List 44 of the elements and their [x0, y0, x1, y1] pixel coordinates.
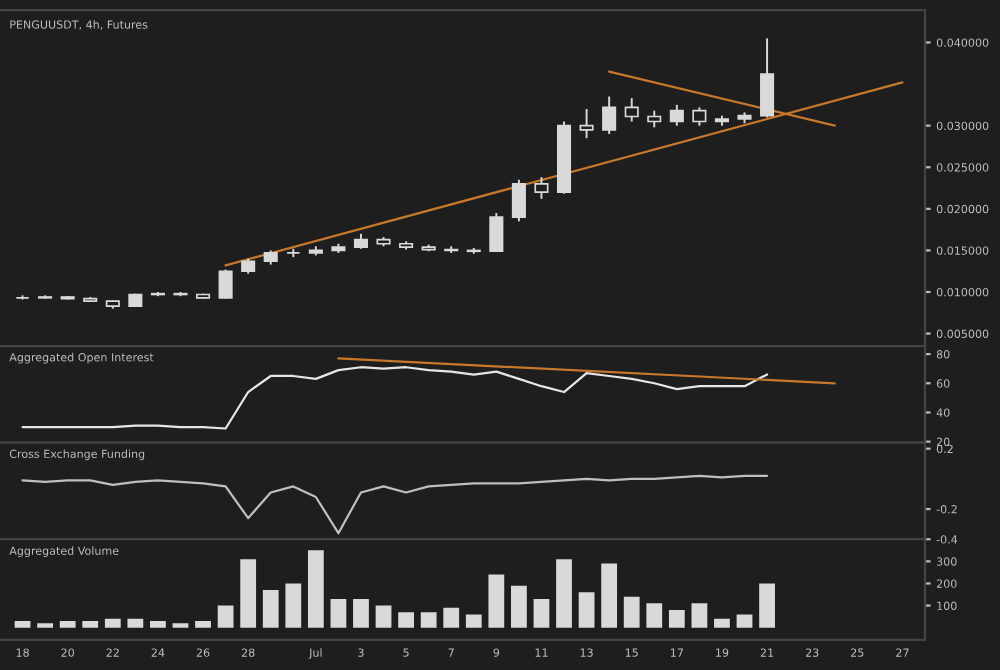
- bar: [127, 618, 144, 628]
- bar: [759, 583, 775, 628]
- candlestick: [692, 106, 707, 127]
- candlestick: [669, 103, 684, 127]
- candlestick: [534, 176, 549, 200]
- line-series: [21, 366, 769, 430]
- bar: [14, 621, 31, 628]
- bar: [150, 621, 166, 628]
- bar: [668, 610, 685, 628]
- bar: [578, 592, 595, 628]
- bar: [420, 612, 437, 628]
- bar: [330, 598, 347, 628]
- bar: [195, 621, 211, 628]
- bar: [714, 618, 730, 628]
- line-series: [21, 474, 769, 535]
- bar: [601, 563, 618, 628]
- bar: [533, 598, 550, 628]
- bar: [262, 590, 279, 628]
- candlestick: [489, 212, 504, 254]
- candlestick: [624, 97, 639, 123]
- bar: [646, 603, 663, 628]
- bar: [82, 621, 99, 628]
- bar: [104, 618, 121, 628]
- candlestick: [511, 178, 526, 223]
- bar: [623, 596, 640, 628]
- bar: [353, 598, 369, 628]
- bar: [556, 559, 572, 628]
- bar: [691, 603, 708, 628]
- candlestick: [760, 37, 775, 119]
- bar: [240, 559, 257, 628]
- bar: [217, 605, 234, 628]
- bar: [285, 583, 302, 628]
- bar: [465, 614, 482, 628]
- candlestick: [218, 268, 233, 300]
- bar: [488, 574, 505, 628]
- bar: [59, 621, 76, 628]
- bar: [307, 550, 324, 628]
- bar: [398, 612, 414, 628]
- candlestick: [602, 95, 617, 135]
- bar: [736, 614, 753, 628]
- bar: [375, 605, 392, 628]
- bar: [443, 607, 460, 628]
- bar: [511, 585, 527, 628]
- candlestick: [579, 108, 594, 140]
